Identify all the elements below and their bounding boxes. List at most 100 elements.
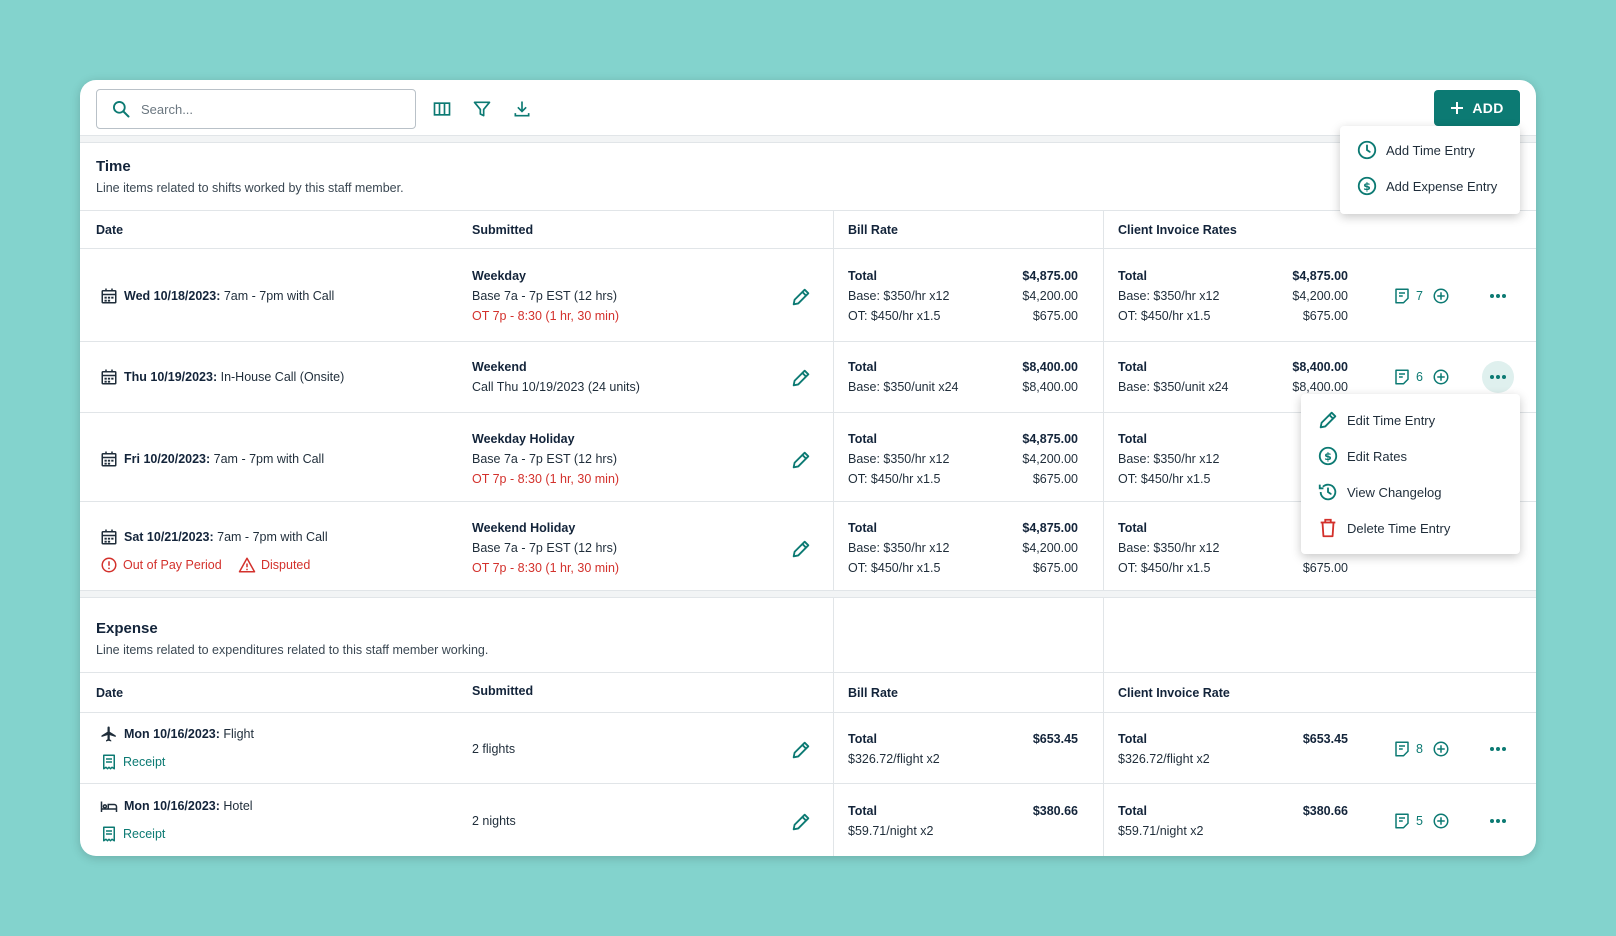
download-icon[interactable] xyxy=(510,97,534,121)
bill-total-label: Total xyxy=(848,432,877,446)
menu-item-edit-rates[interactable]: $ Edit Rates xyxy=(1317,444,1407,468)
col-header-client-invoice-rate[interactable]: Client Invoice Rate xyxy=(1118,686,1230,700)
notes-icon[interactable] xyxy=(1393,812,1411,830)
menu-item-delete-time-entry[interactable]: Delete Time Entry xyxy=(1317,516,1450,540)
column-divider xyxy=(1103,210,1104,680)
row-description: 7am - 7pm with Call xyxy=(217,530,328,544)
invoice-ot-label: OT: $450/hr x1.5 xyxy=(1118,309,1211,323)
toolbar: ADD xyxy=(80,80,1536,136)
row-ot: OT 7p - 8:30 (1 hr, 30 min) xyxy=(472,561,620,575)
expense-section-subtitle: Line items related to expenditures relat… xyxy=(96,643,489,657)
menu-item-view-changelog[interactable]: View Changelog xyxy=(1317,480,1441,504)
notes-icon[interactable] xyxy=(1393,740,1411,758)
more-options-icon[interactable] xyxy=(1488,813,1508,829)
edit-pencil-icon[interactable] xyxy=(790,739,812,761)
bill-base-label: Base: $350/hr x12 xyxy=(848,541,950,555)
warning-disputed: Disputed xyxy=(261,558,311,572)
invoice-base-label: Base: $350/hr x12 xyxy=(1118,452,1220,466)
col-header-client-invoice-rates[interactable]: Client Invoice Rates xyxy=(1118,223,1237,237)
receipt-icon[interactable] xyxy=(100,753,118,771)
edit-pencil-icon[interactable] xyxy=(790,538,812,560)
more-options-icon[interactable] xyxy=(1488,741,1508,757)
bill-ot-label: OT: $450/hr x1.5 xyxy=(848,561,941,575)
row-base: Call Thu 10/19/2023 (24 units) xyxy=(472,380,640,394)
dollar-circle-icon: $ xyxy=(1357,176,1377,196)
edit-pencil-icon[interactable] xyxy=(790,811,812,833)
bill-total: $8,400.00 xyxy=(1022,360,1078,374)
bill-ot: $675.00 xyxy=(1032,309,1078,323)
row-description: 7am - 7pm with Call xyxy=(213,452,325,466)
notes-icon[interactable] xyxy=(1393,287,1411,305)
edit-pencil-icon[interactable] xyxy=(790,286,812,308)
bill-base: $8,400.00 xyxy=(1022,380,1078,394)
col-header-submitted[interactable]: Submitted xyxy=(472,223,534,237)
bill-total: $4,875.00 xyxy=(1022,269,1078,283)
divider xyxy=(80,341,1536,342)
invoice-base: $8,400.00 xyxy=(1292,380,1348,394)
menu-item-edit-time-entry[interactable]: Edit Time Entry xyxy=(1317,408,1435,432)
invoice-total-label: Total xyxy=(1118,732,1147,746)
row-base: Base 7a - 7p EST (12 hrs) xyxy=(472,452,617,466)
row-description: Hotel xyxy=(223,799,253,813)
col-header-date[interactable]: Date xyxy=(96,223,124,237)
filter-icon[interactable] xyxy=(470,97,494,121)
add-circle-icon[interactable] xyxy=(1432,740,1450,758)
bill-base-label: Base: $350/hr x12 xyxy=(848,289,950,303)
invoice-total: $4,875.00 xyxy=(1292,269,1348,283)
divider xyxy=(80,712,1536,713)
add-circle-icon[interactable] xyxy=(1432,287,1450,305)
expense-section-title: Expense xyxy=(96,620,158,637)
invoice-base-label: Base: $350/hr x12 xyxy=(1118,289,1220,303)
history-icon xyxy=(1318,483,1337,501)
warning-triangle-icon xyxy=(238,556,256,574)
invoice-rate: $59.71/night x2 xyxy=(1118,824,1204,838)
receipt-link[interactable]: Receipt xyxy=(123,827,166,841)
menu-item-label: View Changelog xyxy=(1347,484,1442,500)
bill-total-label: Total xyxy=(848,360,877,374)
row-description: In-House Call (Onsite) xyxy=(220,370,345,384)
row-date: Wed 10/18/2023: xyxy=(124,289,221,303)
bill-ot: $675.00 xyxy=(1032,561,1078,575)
more-options-icon[interactable] xyxy=(1488,288,1508,304)
menu-item-label: Add Time Entry xyxy=(1386,142,1475,158)
menu-item-add-time-entry[interactable]: Add Time Entry xyxy=(1356,138,1475,162)
notes-count: 5 xyxy=(1416,814,1423,828)
svg-text:$: $ xyxy=(1324,450,1332,463)
row-submitted: 2 nights xyxy=(472,814,516,828)
bill-total-label: Total xyxy=(848,804,877,818)
receipt-icon[interactable] xyxy=(100,825,118,843)
search-input[interactable] xyxy=(141,101,391,117)
menu-item-add-expense-entry[interactable]: $ Add Expense Entry xyxy=(1356,174,1497,198)
search-box[interactable] xyxy=(96,89,416,129)
add-circle-icon[interactable] xyxy=(1432,812,1450,830)
calendar-icon xyxy=(100,528,118,546)
col-header-date[interactable]: Date xyxy=(96,686,124,700)
notes-icon[interactable] xyxy=(1393,368,1411,386)
menu-item-label: Add Expense Entry xyxy=(1386,178,1498,194)
bill-base: $4,200.00 xyxy=(1022,541,1078,555)
pencil-icon xyxy=(1319,411,1337,429)
more-options-icon[interactable] xyxy=(1488,369,1508,385)
notes-count: 8 xyxy=(1416,742,1423,756)
col-header-bill-rate[interactable]: Bill Rate xyxy=(848,686,899,700)
edit-pencil-icon[interactable] xyxy=(790,449,812,471)
bill-base: $4,200.00 xyxy=(1022,289,1078,303)
receipt-link[interactable]: Receipt xyxy=(123,755,166,769)
bill-total: $653.45 xyxy=(1032,732,1078,746)
invoice-ot: $675.00 xyxy=(1302,561,1348,575)
bill-base-label: Base: $350/hr x12 xyxy=(848,452,950,466)
divider xyxy=(80,672,1536,673)
columns-icon[interactable] xyxy=(430,97,454,121)
row-base: Base 7a - 7p EST (12 hrs) xyxy=(472,541,617,555)
edit-pencil-icon[interactable] xyxy=(790,367,812,389)
add-button[interactable]: ADD xyxy=(1434,90,1520,126)
col-header-bill-rate[interactable]: Bill Rate xyxy=(848,223,899,237)
invoice-base-label: Base: $350/unit x24 xyxy=(1118,380,1229,394)
bill-rate: $59.71/night x2 xyxy=(848,824,934,838)
bill-base: $4,200.00 xyxy=(1022,452,1078,466)
col-header-submitted[interactable]: Submitted xyxy=(472,684,534,698)
add-circle-icon[interactable] xyxy=(1432,368,1450,386)
invoice-total: $380.66 xyxy=(1302,804,1348,818)
bill-total-label: Total xyxy=(848,269,877,283)
row-type: Weekend xyxy=(472,360,527,374)
